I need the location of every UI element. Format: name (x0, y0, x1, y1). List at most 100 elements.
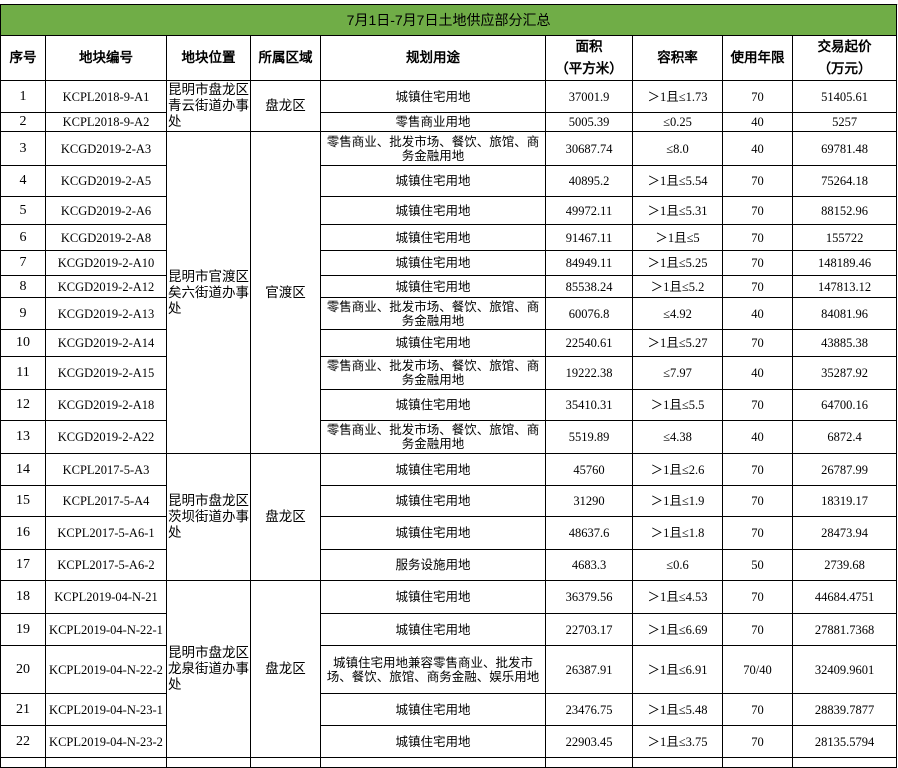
cell-code[interactable]: KCPL2017-5-A4 (45, 485, 167, 517)
cell-use[interactable]: 城镇住宅用地 (320, 165, 546, 197)
cell-far[interactable]: ＞1且≤5.25 (632, 250, 723, 276)
cell-code[interactable]: KCGD2019-2-A13 (45, 297, 167, 330)
cell-no[interactable]: 11 (0, 356, 46, 390)
cell-years[interactable]: 70 (722, 613, 793, 646)
cell-use[interactable]: 零售商业、批发市场、餐饮、旅馆、商务金融用地 (320, 420, 546, 454)
cell-years[interactable]: 40 (722, 356, 793, 390)
cell-years[interactable]: 40 (722, 112, 793, 132)
cell-empty[interactable] (166, 757, 251, 768)
cell-years[interactable]: 70/40 (722, 645, 793, 694)
cell-price[interactable]: 28839.7877 (791, 693, 898, 726)
cell-use[interactable]: 城镇住宅用地 (320, 250, 546, 276)
cell-area[interactable]: 23476.75 (545, 693, 633, 726)
cell-no[interactable]: 8 (0, 275, 46, 298)
cell-price[interactable]: 84081.96 (791, 297, 898, 330)
cell-use[interactable]: 城镇住宅用地 (320, 516, 546, 550)
cell-years[interactable]: 70 (722, 693, 793, 726)
cell-area[interactable]: 22903.45 (545, 725, 633, 758)
cell-no[interactable]: 6 (0, 224, 46, 251)
cell-district[interactable]: 盘龙区 (250, 80, 321, 132)
cell-years[interactable]: 70 (722, 453, 793, 486)
cell-far[interactable]: ≤0.25 (632, 112, 723, 132)
header-far[interactable]: 容积率 (632, 35, 723, 81)
cell-empty[interactable] (250, 757, 321, 768)
cell-code[interactable]: KCGD2019-2-A8 (45, 224, 167, 251)
cell-far[interactable]: ＞1且≤6.91 (632, 645, 723, 694)
cell-years[interactable]: 40 (722, 131, 793, 166)
cell-price[interactable]: 51405.61 (791, 80, 898, 113)
cell-price[interactable]: 147813.12 (791, 275, 898, 298)
cell-use[interactable]: 服务设施用地 (320, 549, 546, 581)
cell-use[interactable]: 城镇住宅用地 (320, 196, 546, 225)
cell-price[interactable]: 26787.99 (791, 453, 898, 486)
cell-no[interactable]: 18 (0, 580, 46, 614)
cell-district[interactable]: 官渡区 (250, 131, 321, 454)
cell-use[interactable]: 城镇住宅用地 (320, 224, 546, 251)
cell-years[interactable]: 70 (722, 329, 793, 357)
header-price[interactable]: 交易起价 （万元） (791, 35, 898, 81)
cell-far[interactable]: ＞1且≤5.31 (632, 196, 723, 225)
cell-district[interactable]: 盘龙区 (250, 580, 321, 758)
cell-years[interactable]: 70 (722, 580, 793, 614)
cell-location[interactable]: 昆明市盘龙区茨坝街道办事处 (166, 453, 251, 581)
cell-years[interactable]: 70 (722, 389, 793, 421)
cell-years[interactable]: 70 (722, 516, 793, 550)
header-no[interactable]: 序号 (0, 35, 46, 81)
cell-far[interactable]: ＞1且≤5.48 (632, 693, 723, 726)
cell-no[interactable]: 3 (0, 131, 46, 166)
cell-no[interactable]: 12 (0, 389, 46, 421)
cell-price[interactable]: 64700.16 (791, 389, 898, 421)
cell-area[interactable]: 60076.8 (545, 297, 633, 330)
cell-years[interactable]: 70 (722, 725, 793, 758)
cell-use[interactable]: 城镇住宅用地 (320, 485, 546, 517)
cell-code[interactable]: KCPL2019-04-N-23-1 (45, 693, 167, 726)
cell-far[interactable]: ＞1且≤5.27 (632, 329, 723, 357)
cell-no[interactable]: 22 (0, 725, 46, 758)
cell-use[interactable]: 城镇住宅用地 (320, 329, 546, 357)
cell-far[interactable]: ≤7.97 (632, 356, 723, 390)
cell-price[interactable]: 28135.5794 (791, 725, 898, 758)
cell-code[interactable]: KCPL2017-5-A6-1 (45, 516, 167, 550)
cell-years[interactable]: 70 (722, 165, 793, 197)
cell-price[interactable]: 44684.4751 (791, 580, 898, 614)
cell-use[interactable]: 零售商业、批发市场、餐饮、旅馆、商务金融用地 (320, 297, 546, 330)
cell-use[interactable]: 城镇住宅用地 (320, 80, 546, 113)
cell-code[interactable]: KCGD2019-2-A18 (45, 389, 167, 421)
cell-years[interactable]: 70 (722, 485, 793, 517)
header-years[interactable]: 使用年限 (722, 35, 793, 81)
cell-use[interactable]: 城镇住宅用地 (320, 725, 546, 758)
cell-price[interactable]: 148189.46 (791, 250, 898, 276)
cell-use[interactable]: 零售商业、批发市场、餐饮、旅馆、商务金融用地 (320, 356, 546, 390)
cell-area[interactable]: 5005.39 (545, 112, 633, 132)
cell-far[interactable]: ＞1且≤1.8 (632, 516, 723, 550)
cell-code[interactable]: KCPL2019-04-N-21 (45, 580, 167, 614)
cell-area[interactable]: 84949.11 (545, 250, 633, 276)
table-title[interactable]: 7月1日-7月7日土地供应部分汇总 (0, 4, 898, 36)
cell-area[interactable]: 4683.3 (545, 549, 633, 581)
header-district[interactable]: 所属区域 (250, 35, 321, 81)
cell-price[interactable]: 6872.4 (791, 420, 898, 454)
cell-area[interactable]: 19222.38 (545, 356, 633, 390)
cell-code[interactable]: KCGD2019-2-A6 (45, 196, 167, 225)
cell-far[interactable]: ＞1且≤5.5 (632, 389, 723, 421)
cell-area[interactable]: 91467.11 (545, 224, 633, 251)
cell-no[interactable]: 5 (0, 196, 46, 225)
cell-use[interactable]: 城镇住宅用地 (320, 389, 546, 421)
cell-years[interactable]: 50 (722, 549, 793, 581)
cell-no[interactable]: 21 (0, 693, 46, 726)
cell-price[interactable]: 2739.68 (791, 549, 898, 581)
cell-area[interactable]: 37001.9 (545, 80, 633, 113)
cell-far[interactable]: ＞1且≤1.73 (632, 80, 723, 113)
cell-use[interactable]: 城镇住宅用地 (320, 453, 546, 486)
cell-empty[interactable] (0, 757, 46, 768)
cell-use[interactable]: 城镇住宅用地 (320, 275, 546, 298)
cell-area[interactable]: 30687.74 (545, 131, 633, 166)
cell-area[interactable]: 22703.17 (545, 613, 633, 646)
cell-empty[interactable] (722, 757, 793, 768)
cell-code[interactable]: KCPL2019-04-N-22-1 (45, 613, 167, 646)
cell-price[interactable]: 18319.17 (791, 485, 898, 517)
cell-no[interactable]: 10 (0, 329, 46, 357)
cell-area[interactable]: 26387.91 (545, 645, 633, 694)
header-location[interactable]: 地块位置 (166, 35, 251, 81)
cell-years[interactable]: 40 (722, 420, 793, 454)
